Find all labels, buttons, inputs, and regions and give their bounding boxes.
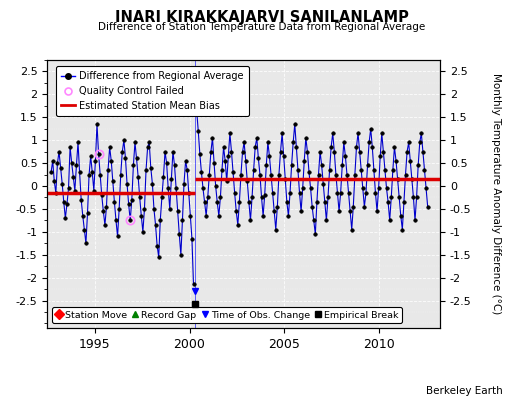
Y-axis label: Monthly Temperature Anomaly Difference (°C): Monthly Temperature Anomaly Difference (… (491, 73, 501, 315)
Text: Difference of Station Temperature Data from Regional Average: Difference of Station Temperature Data f… (99, 22, 425, 32)
Legend: Station Move, Record Gap, Time of Obs. Change, Empirical Break: Station Move, Record Gap, Time of Obs. C… (52, 307, 402, 323)
Text: Berkeley Earth: Berkeley Earth (427, 386, 503, 396)
Text: INARI KIRAKKAJARVI SANILANLAMP: INARI KIRAKKAJARVI SANILANLAMP (115, 10, 409, 25)
